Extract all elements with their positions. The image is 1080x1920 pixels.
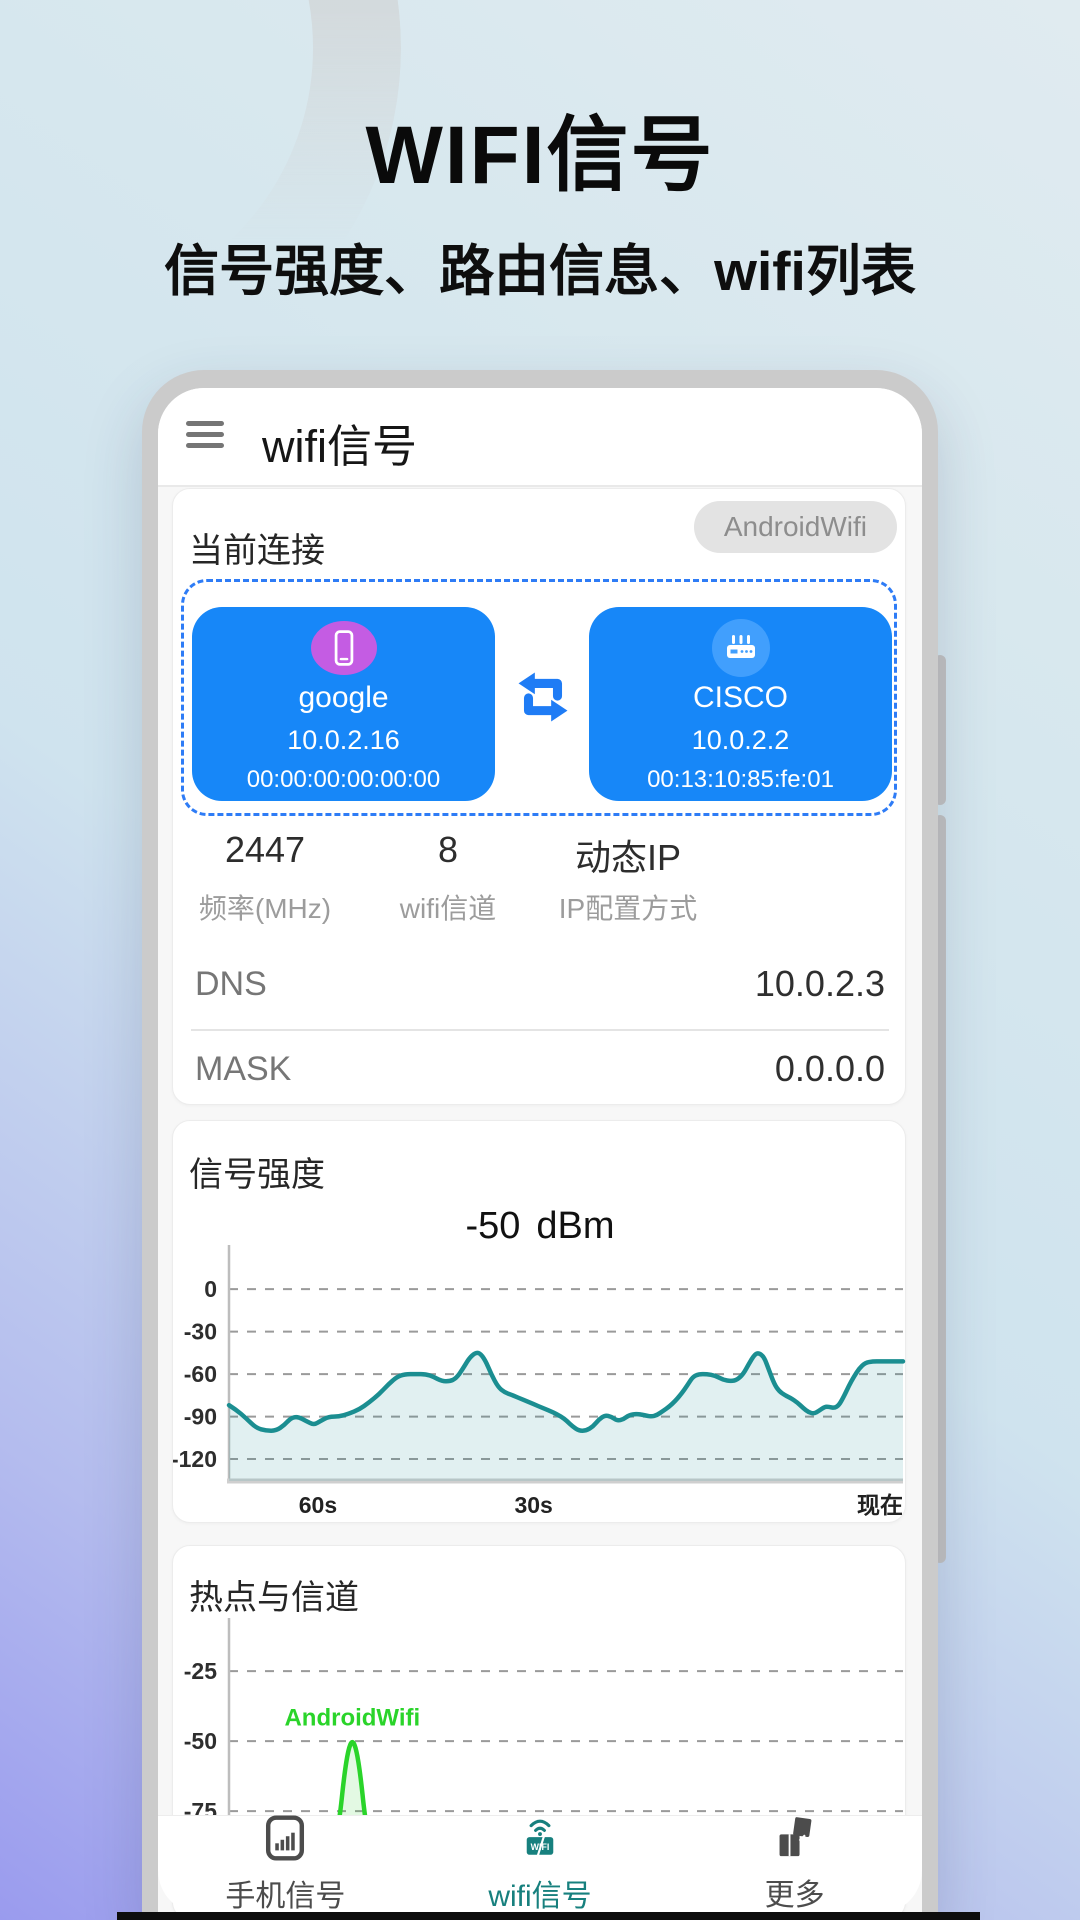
nav-item-more[interactable]: 更多 <box>667 1816 922 1914</box>
swap-arrows-icon <box>514 668 572 726</box>
wifi-signal-icon: WIFI <box>520 1815 560 1866</box>
current-dbm-unit: dBm <box>536 1205 615 1247</box>
router-icon <box>711 619 770 677</box>
app-bar: wifi信号 <box>158 388 922 487</box>
signal-card-title: 信号强度 <box>189 1156 325 1194</box>
svg-text:60s: 60s <box>299 1492 337 1517</box>
svg-text:-30: -30 <box>184 1319 217 1345</box>
current-connection-card: 当前连接 AndroidWifi google <box>172 488 906 1105</box>
mask-label: MASK <box>195 1049 292 1088</box>
mask-row: MASK 0.0.0.0 <box>173 1031 907 1107</box>
stat-frequency-label: 频率(MHz) <box>198 893 332 924</box>
hamburger-menu-icon[interactable] <box>186 421 226 452</box>
connection-card-title: 当前连接 <box>189 532 325 570</box>
nav-label-wifi-signal: wifi信号 <box>488 1880 592 1913</box>
current-dbm-value: -50 <box>465 1205 521 1247</box>
device-name: google <box>298 681 389 714</box>
stat-channel-value: 8 <box>437 829 459 870</box>
mask-value: 0.0.0.0 <box>774 1048 885 1089</box>
svg-text:现在: 现在 <box>857 1492 903 1517</box>
device-mac: 00:00:00:00:00:00 <box>246 766 441 793</box>
more-boxes-icon <box>775 1816 815 1865</box>
svg-text:30s: 30s <box>514 1492 552 1517</box>
svg-text:-25: -25 <box>184 1658 217 1684</box>
cell-signal-icon <box>265 1815 305 1866</box>
svg-text:-60: -60 <box>184 1361 217 1387</box>
device-node: google 10.0.2.16 00:00:00:00:00:00 <box>192 607 495 801</box>
router-name: CISCO <box>692 681 788 714</box>
phone-bottom-edge <box>117 1912 980 1920</box>
svg-text:AndroidWifi: AndroidWifi <box>284 1705 420 1732</box>
stat-ipmode-value: 动态IP <box>574 837 681 878</box>
app-screen: wifi信号 当前连接 AndroidWifi <box>158 388 922 1920</box>
stat-frequency-value: 2447 <box>224 829 306 870</box>
svg-text:0: 0 <box>204 1276 217 1302</box>
hero-title: WIFI信号 <box>365 110 715 201</box>
stat-ipmode-label: IP配置方式 <box>558 893 698 924</box>
dns-row: DNS 10.0.2.3 <box>173 941 907 1027</box>
ssid-chip[interactable]: AndroidWifi <box>693 501 897 553</box>
stat-channel-label: wifi信道 <box>399 893 497 924</box>
dns-value: 10.0.2.3 <box>754 963 885 1004</box>
dns-label: DNS <box>195 964 267 1003</box>
device-ip: 10.0.2.16 <box>287 725 400 755</box>
svg-text:-120: -120 <box>173 1446 217 1472</box>
signal-strength-card: 信号强度 -50 dBm 0 -30 -60 -90 -120 60s 30s 现在 <box>172 1120 906 1523</box>
router-mac: 00:13:10:85:fe:01 <box>647 766 834 793</box>
hero-subtitle: 信号强度、路由信息、wifi列表 <box>164 240 916 302</box>
router-ip: 10.0.2.2 <box>691 725 790 755</box>
connection-diagram: google 10.0.2.16 00:00:00:00:00:00 <box>181 579 897 816</box>
phone-mockup: wifi信号 当前连接 AndroidWifi <box>142 370 938 1920</box>
current-dbm-readout: -50 dBm <box>173 1205 907 1248</box>
row-divider <box>191 1029 889 1031</box>
svg-text:-50: -50 <box>184 1728 217 1754</box>
smartphone-icon <box>310 621 377 675</box>
router-node: CISCO 10.0.2.2 00:13:10:85:fe:01 <box>589 607 892 801</box>
app-bar-title: wifi信号 <box>262 421 417 472</box>
nav-item-wifi-signal[interactable]: WIFI wifi信号 <box>413 1816 668 1914</box>
svg-text:-90: -90 <box>184 1404 217 1430</box>
nav-label-cell-signal: 手机信号 <box>225 1880 346 1913</box>
nav-item-cell-signal[interactable]: 手机信号 <box>158 1815 413 1914</box>
bottom-navbar: 手机信号 WIFI wifi信号 <box>158 1815 922 1914</box>
signal-strength-chart: 0 -30 -60 -90 -120 60s 30s 现在 <box>173 1245 906 1517</box>
hotspot-card-title: 热点与信道 <box>189 1579 359 1617</box>
nav-label-more: 更多 <box>764 1879 825 1912</box>
